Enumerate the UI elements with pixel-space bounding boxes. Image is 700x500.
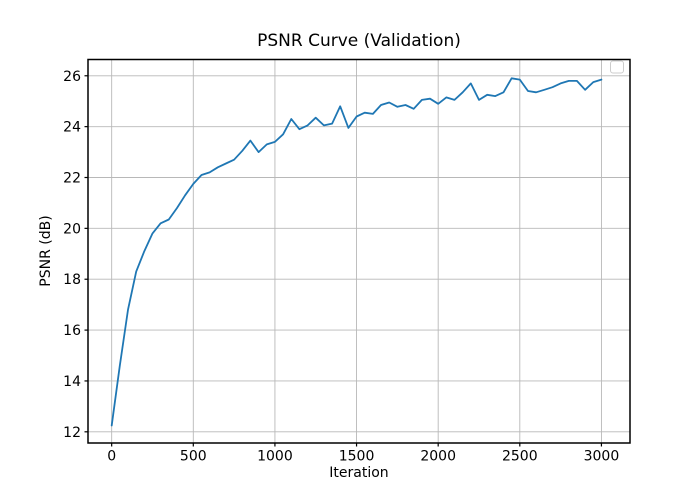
y-tick-label: 24	[63, 120, 81, 136]
plot-area	[88, 59, 630, 443]
y-tick-label: 16	[63, 323, 81, 339]
y-axis-label: PSNR (dB)	[38, 215, 54, 287]
x-axis-label: Iteration	[329, 465, 389, 481]
x-tick-label: 1500	[339, 449, 375, 465]
y-tick-label: 14	[63, 374, 81, 390]
y-tick-label: 22	[63, 171, 81, 187]
axes-spines	[87, 58, 631, 444]
y-tick-label: 18	[63, 272, 81, 288]
x-tick-label: 1000	[257, 449, 293, 465]
y-tick-label: 20	[63, 221, 81, 237]
y-tick-label: 12	[63, 425, 81, 441]
x-tick-label: 3000	[584, 449, 620, 465]
grid	[88, 59, 630, 443]
x-tick-label: 500	[180, 449, 207, 465]
x-tick-label: 0	[107, 449, 116, 465]
y-tick-label: 26	[63, 69, 81, 85]
legend-box-empty	[610, 60, 624, 74]
psnr-curve-line	[110, 77, 603, 427]
x-tick-label: 2000	[420, 449, 456, 465]
chart-title: PSNR Curve (Validation)	[257, 31, 461, 51]
tick-labels: 0 500 1000 1500 2000 2500 3000 12 14 16 18 20 22 24 26	[63, 69, 619, 465]
x-tick-label: 2500	[502, 449, 538, 465]
